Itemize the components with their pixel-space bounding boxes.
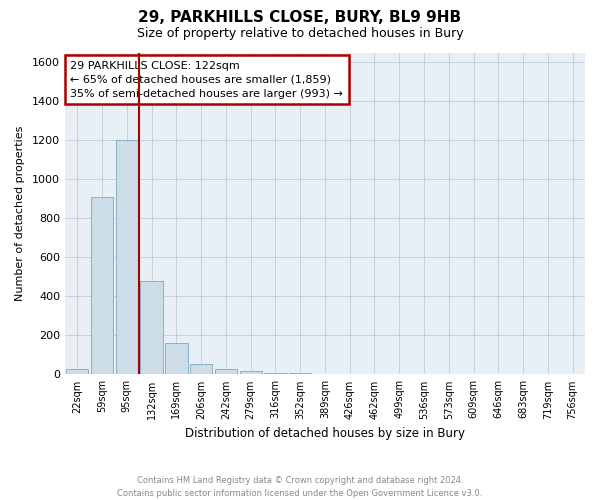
- Bar: [116, 140, 138, 374]
- X-axis label: Distribution of detached houses by size in Bury: Distribution of detached houses by size …: [185, 427, 465, 440]
- Text: 29, PARKHILLS CLOSE, BURY, BL9 9HB: 29, PARKHILLS CLOSE, BURY, BL9 9HB: [139, 10, 461, 25]
- Text: 29 PARKHILLS CLOSE: 122sqm
← 65% of detached houses are smaller (1,859)
35% of s: 29 PARKHILLS CLOSE: 122sqm ← 65% of deta…: [70, 60, 343, 98]
- Bar: [190, 364, 212, 374]
- Bar: [66, 368, 88, 374]
- Y-axis label: Number of detached properties: Number of detached properties: [15, 126, 25, 301]
- Bar: [215, 368, 237, 374]
- Bar: [239, 370, 262, 374]
- Text: Contains HM Land Registry data © Crown copyright and database right 2024.
Contai: Contains HM Land Registry data © Crown c…: [118, 476, 482, 498]
- Bar: [264, 373, 287, 374]
- Bar: [91, 197, 113, 374]
- Bar: [165, 343, 188, 374]
- Bar: [140, 281, 163, 374]
- Text: Size of property relative to detached houses in Bury: Size of property relative to detached ho…: [137, 28, 463, 40]
